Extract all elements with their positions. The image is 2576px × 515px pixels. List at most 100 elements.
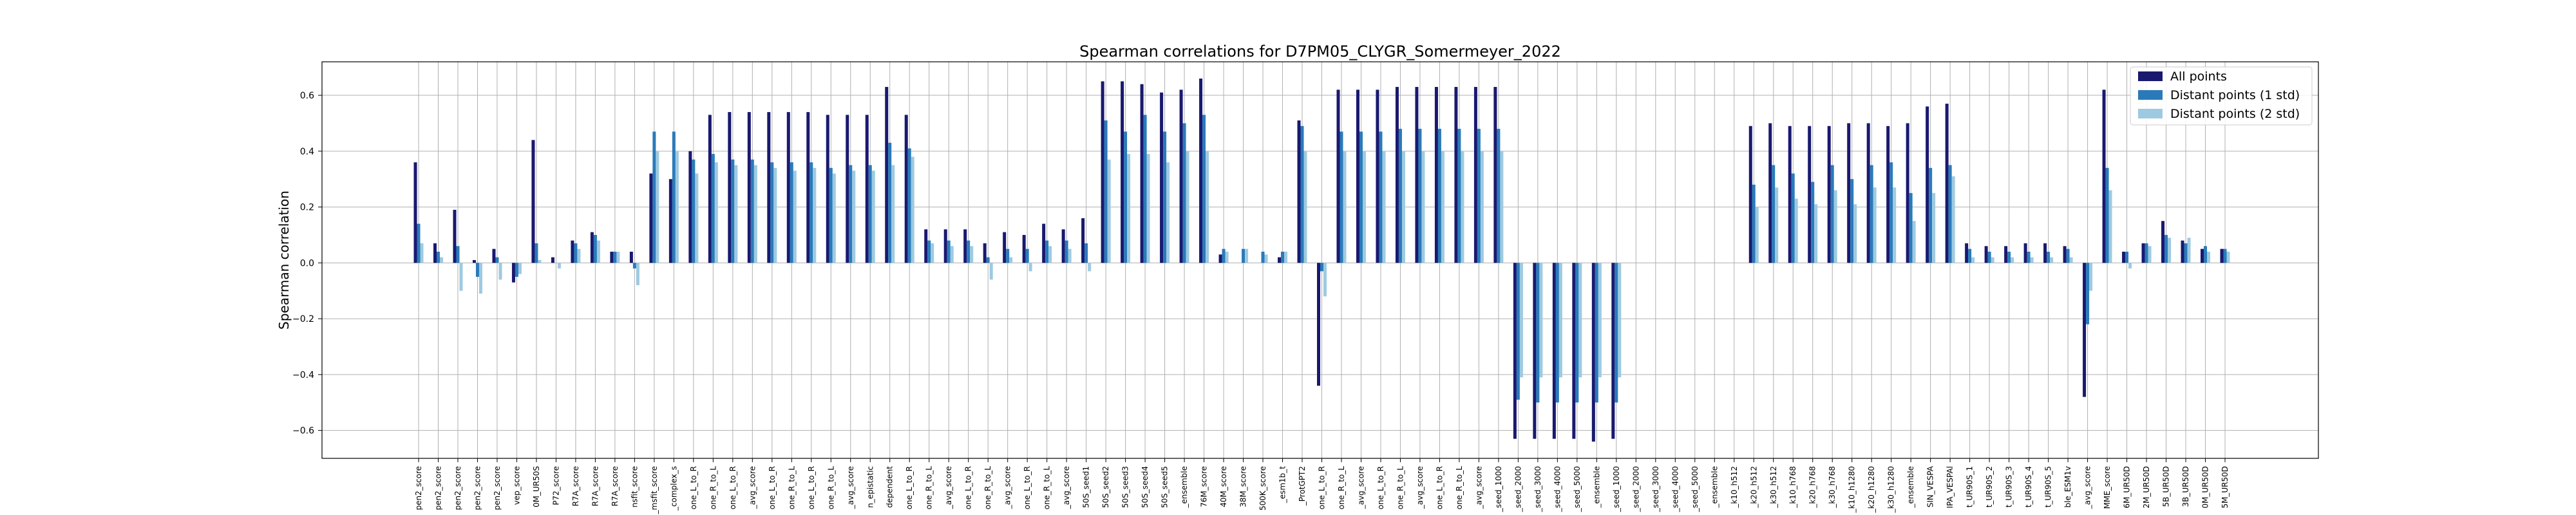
bar-series-1 xyxy=(1317,263,1320,386)
x-tick-label: _seed_3000 xyxy=(1651,466,1660,512)
x-tick-label: one_R_to_L xyxy=(983,466,992,510)
bar-series-1 xyxy=(728,112,732,263)
x-tick-label: _ProtGPT2 xyxy=(1298,466,1307,506)
bar-series-3 xyxy=(1127,154,1131,263)
bar-series-3 xyxy=(989,263,993,280)
bar-series-3 xyxy=(2226,251,2230,263)
x-tick-label: n_epistatic xyxy=(866,466,875,508)
bar-series-3 xyxy=(832,173,836,263)
bar-series-2 xyxy=(2125,251,2129,263)
bar-series-3 xyxy=(1539,263,1543,378)
bar-series-2 xyxy=(1477,129,1481,263)
bar-series-2 xyxy=(1987,251,1991,263)
x-tick-label: _ensemble xyxy=(1906,466,1915,509)
x-tick-label: _k20_h768 xyxy=(1808,466,1817,509)
x-tick-label: 76M_score xyxy=(1200,466,1209,507)
bar-series-3 xyxy=(1893,187,1897,263)
bar-series-2 xyxy=(456,246,460,263)
bar-series-3 xyxy=(1382,151,1386,263)
bar-series-2 xyxy=(888,142,892,263)
bar-series-2 xyxy=(1065,240,1068,263)
bar-series-2 xyxy=(1418,129,1422,263)
bar-series-2 xyxy=(2047,251,2050,263)
x-tick-label: SIN_VESPA xyxy=(1926,465,1935,507)
x-tick-label: pen2_score xyxy=(473,466,482,510)
bar-series-2 xyxy=(2204,246,2208,263)
bar-series-2 xyxy=(1555,263,1559,403)
bar-series-1 xyxy=(1376,89,1379,263)
bar-series-2 xyxy=(1615,263,1618,403)
x-tick-label: one_R_to_L xyxy=(1043,466,1052,510)
bar-series-1 xyxy=(708,115,712,263)
bar-series-1 xyxy=(2063,246,2067,263)
x-tick-label: _seed_4000 xyxy=(1671,466,1680,512)
bar-series-1 xyxy=(472,260,476,263)
bar-series-1 xyxy=(963,229,967,263)
bar-series-2 xyxy=(1595,263,1598,403)
bar-series-2 xyxy=(2066,248,2070,263)
bar-series-1 xyxy=(1395,87,1399,263)
bar-series-1 xyxy=(846,115,849,263)
bar-series-3 xyxy=(1598,263,1602,378)
bar-series-1 xyxy=(983,243,987,263)
bar-series-3 xyxy=(1932,192,1936,263)
bar-series-1 xyxy=(1827,126,1831,263)
bar-series-3 xyxy=(1284,251,1288,263)
bar-series-1 xyxy=(1415,87,1419,263)
bar-series-3 xyxy=(1343,151,1347,263)
x-tick-label: 50S_seed4 xyxy=(1141,466,1150,508)
bar-series-1 xyxy=(1533,263,1537,439)
bar-series-1 xyxy=(668,179,672,263)
x-tick-label: _ensemble xyxy=(1710,466,1719,509)
bar-series-2 xyxy=(613,251,617,263)
legend: All points Distant points (1 std) Distan… xyxy=(2130,66,2313,126)
bar-series-1 xyxy=(1003,232,1007,263)
bar-series-2 xyxy=(1025,248,1029,263)
bar-series-1 xyxy=(1140,84,1144,263)
x-tick-label: pen2_score xyxy=(414,466,423,510)
bar-series-1 xyxy=(2181,240,2184,263)
bar-series-3 xyxy=(931,243,934,263)
x-tick-label: _avg_score xyxy=(748,466,757,509)
x-tick-label: _k20_h512 xyxy=(1749,466,1758,509)
x-tick-label: one_L_to_R xyxy=(768,466,777,509)
bar-series-2 xyxy=(1929,167,1933,263)
bar-series-2 xyxy=(711,154,715,263)
bar-series-1 xyxy=(2004,246,2008,263)
bar-series-2 xyxy=(810,162,813,263)
bar-series-1 xyxy=(590,232,594,263)
bar-series-3 xyxy=(1009,257,1013,263)
bar-series-2 xyxy=(2027,251,2031,263)
x-tick-label: vep_score xyxy=(512,466,521,505)
bar-series-3 xyxy=(1873,187,1877,263)
bar-series-3 xyxy=(2069,257,2073,263)
bar-series-3 xyxy=(498,263,502,280)
bar-series-1 xyxy=(531,140,535,263)
bar-series-3 xyxy=(1794,198,1798,263)
bar-series-1 xyxy=(1218,254,1222,263)
legend-swatch-distant-2std xyxy=(2138,109,2163,118)
bar-series-1 xyxy=(688,151,692,263)
x-tick-label: nsfit_score xyxy=(630,466,639,507)
bar-series-3 xyxy=(970,246,974,263)
bar-series-2 xyxy=(770,162,774,263)
bar-series-2 xyxy=(849,165,853,263)
x-tick-label: _avg_score xyxy=(846,466,855,509)
bar-series-1 xyxy=(2122,251,2126,263)
bar-series-3 xyxy=(714,162,718,263)
x-tick-label: one_R_to_L xyxy=(708,466,717,510)
x-tick-label: _seed_2000 xyxy=(1513,466,1522,512)
x-tick-label: _esm1b_t xyxy=(1278,466,1287,504)
bar-series-3 xyxy=(2050,257,2054,263)
x-tick-label: 5B_UR50D xyxy=(2162,466,2171,507)
bar-series-2 xyxy=(1222,248,1226,263)
bar-series-3 xyxy=(813,167,817,263)
bar-series-1 xyxy=(1493,87,1497,263)
bar-series-3 xyxy=(1362,151,1366,263)
bar-series-2 xyxy=(1752,184,1756,263)
x-tick-label: 3B_UR50D xyxy=(2181,466,2190,507)
bar-series-2 xyxy=(907,148,911,263)
y-tick-label: 0.0 xyxy=(300,258,314,268)
bar-series-3 xyxy=(1323,263,1327,297)
bar-series-1 xyxy=(629,251,633,263)
